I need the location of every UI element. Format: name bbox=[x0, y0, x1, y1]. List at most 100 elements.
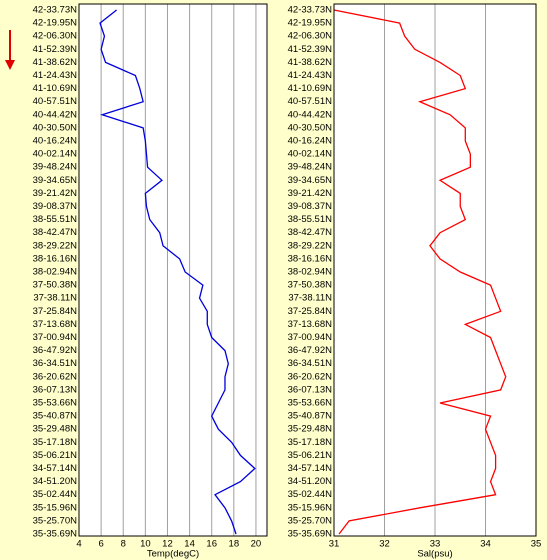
y-tick-label: 37-13.68N bbox=[33, 319, 78, 330]
y-tick-label: 40-57.51N bbox=[288, 96, 333, 107]
y-tick-label: 42-06.30N bbox=[33, 31, 78, 42]
y-tick-label: 38-29.22N bbox=[33, 240, 78, 251]
y-tick-label: 40-02.14N bbox=[33, 149, 78, 160]
y-tick-label: 41-10.69N bbox=[288, 83, 333, 94]
y-tick-label: 38-29.22N bbox=[288, 240, 333, 251]
y-tick-label: 42-33.73N bbox=[33, 5, 78, 16]
y-tick-label: 40-16.24N bbox=[288, 136, 333, 147]
y-tick-label: 35-17.18N bbox=[33, 437, 78, 448]
y-tick-label: 39-34.65N bbox=[33, 175, 78, 186]
y-tick-label: 35-29.48N bbox=[288, 424, 333, 435]
y-tick-label: 38-16.16N bbox=[33, 253, 78, 264]
y-tick-label: 41-24.43N bbox=[33, 70, 78, 81]
y-tick-label: 37-00.94N bbox=[33, 332, 78, 343]
x-tick-label: 35 bbox=[531, 539, 542, 550]
y-tick-label: 34-57.14N bbox=[288, 463, 333, 474]
y-tick-label: 40-44.42N bbox=[288, 109, 333, 120]
plot-area bbox=[79, 4, 267, 536]
y-tick-label: 40-16.24N bbox=[33, 136, 78, 147]
y-tick-label: 39-48.24N bbox=[33, 162, 78, 173]
x-tick-label: 4 bbox=[76, 539, 81, 550]
y-tick-label: 42-06.30N bbox=[288, 31, 333, 42]
y-tick-label: 36-07.13N bbox=[33, 384, 78, 395]
red-arrow bbox=[5, 30, 15, 70]
x-tick-label: 6 bbox=[98, 539, 103, 550]
y-tick-label: 41-24.43N bbox=[288, 70, 333, 81]
y-tick-label: 34-51.20N bbox=[33, 476, 78, 487]
y-tick-label: 34-57.14N bbox=[33, 463, 78, 474]
y-tick-label: 41-10.69N bbox=[33, 83, 78, 94]
y-tick-label: 38-16.16N bbox=[288, 253, 333, 264]
y-tick-label: 35-35.69N bbox=[288, 529, 333, 540]
x-tick-label: 12 bbox=[162, 539, 173, 550]
y-tick-label: 38-55.51N bbox=[33, 214, 78, 225]
y-tick-label: 37-00.94N bbox=[288, 332, 333, 343]
y-tick-label: 38-42.47N bbox=[33, 227, 78, 238]
y-tick-label: 39-08.37N bbox=[33, 201, 78, 212]
y-tick-label: 39-21.42N bbox=[288, 188, 333, 199]
y-tick-label: 40-30.50N bbox=[288, 122, 333, 133]
y-tick-label: 35-29.48N bbox=[33, 424, 78, 435]
x-tick-label: 16 bbox=[206, 539, 217, 550]
y-tick-label: 37-38.11N bbox=[288, 293, 332, 304]
y-tick-label: 39-08.37N bbox=[288, 201, 333, 212]
plot-border bbox=[333, 3, 537, 537]
x-tick-label: 31 bbox=[329, 539, 340, 550]
y-tick-label: 38-42.47N bbox=[288, 227, 333, 238]
y-tick-label: 41-52.39N bbox=[288, 44, 333, 55]
x-axis-label: Sal(psu) bbox=[417, 549, 452, 560]
x-tick-label: 18 bbox=[229, 539, 240, 550]
y-tick-label: 35-25.70N bbox=[288, 515, 333, 526]
y-tick-label: 35-53.66N bbox=[33, 398, 78, 409]
y-tick-label: 41-38.62N bbox=[288, 57, 333, 68]
y-tick-label: 35-02.44N bbox=[33, 489, 78, 500]
y-tick-label: 37-50.38N bbox=[33, 280, 78, 291]
x-tick-label: 34 bbox=[480, 539, 491, 550]
data-line bbox=[99, 9, 256, 535]
y-tick-label: 42-33.73N bbox=[288, 5, 333, 16]
y-tick-label: 37-50.38N bbox=[288, 280, 333, 291]
y-tick-label: 35-25.70N bbox=[33, 515, 78, 526]
y-tick-label: 38-02.94N bbox=[288, 267, 333, 278]
y-tick-label: 41-38.62N bbox=[33, 57, 78, 68]
y-tick-label: 39-21.42N bbox=[33, 188, 78, 199]
x-tick-label: 10 bbox=[140, 539, 151, 550]
y-tick-label: 35-02.44N bbox=[288, 489, 333, 500]
y-tick-label: 36-07.13N bbox=[288, 384, 333, 395]
y-tick-label: 38-02.94N bbox=[33, 267, 78, 278]
y-tick-label: 35-35.69N bbox=[33, 529, 78, 540]
y-tick-label: 39-34.65N bbox=[288, 175, 333, 186]
y-tick-label: 42-19.95N bbox=[288, 18, 333, 29]
x-tick-label: 8 bbox=[121, 539, 126, 550]
y-tick-label: 36-34.51N bbox=[33, 358, 78, 369]
x-tick-label: 33 bbox=[430, 539, 441, 550]
y-tick-label: 35-17.18N bbox=[288, 437, 333, 448]
data-line bbox=[333, 9, 507, 535]
y-tick-label: 37-25.84N bbox=[33, 306, 78, 317]
y-tick-label: 35-53.66N bbox=[288, 398, 333, 409]
y-tick-label: 39-48.24N bbox=[288, 162, 333, 173]
y-tick-label: 38-55.51N bbox=[288, 214, 333, 225]
y-tick-label: 37-38.11N bbox=[33, 293, 77, 304]
y-tick-label: 41-52.39N bbox=[33, 44, 78, 55]
x-axis-label: Temp(degC) bbox=[147, 549, 199, 560]
y-tick-label: 36-20.62N bbox=[33, 371, 78, 382]
y-tick-label: 36-20.62N bbox=[288, 371, 333, 382]
y-tick-label: 37-13.68N bbox=[288, 319, 333, 330]
x-tick-label: 32 bbox=[379, 539, 390, 550]
y-tick-label: 34-51.20N bbox=[288, 476, 333, 487]
y-tick-label: 35-40.87N bbox=[33, 411, 78, 422]
plot-border bbox=[78, 3, 268, 537]
y-tick-label: 36-47.92N bbox=[33, 345, 78, 356]
y-tick-label: 35-40.87N bbox=[288, 411, 333, 422]
y-tick-label: 35-15.96N bbox=[288, 502, 333, 513]
x-tick-label: 14 bbox=[184, 539, 195, 550]
y-tick-label: 36-47.92N bbox=[288, 345, 333, 356]
y-tick-label: 37-25.84N bbox=[288, 306, 333, 317]
y-tick-label: 35-06.21N bbox=[33, 450, 78, 461]
y-tick-label: 40-30.50N bbox=[33, 122, 78, 133]
y-tick-label: 35-06.21N bbox=[288, 450, 333, 461]
y-tick-label: 40-57.51N bbox=[33, 96, 78, 107]
y-tick-label: 36-34.51N bbox=[288, 358, 333, 369]
